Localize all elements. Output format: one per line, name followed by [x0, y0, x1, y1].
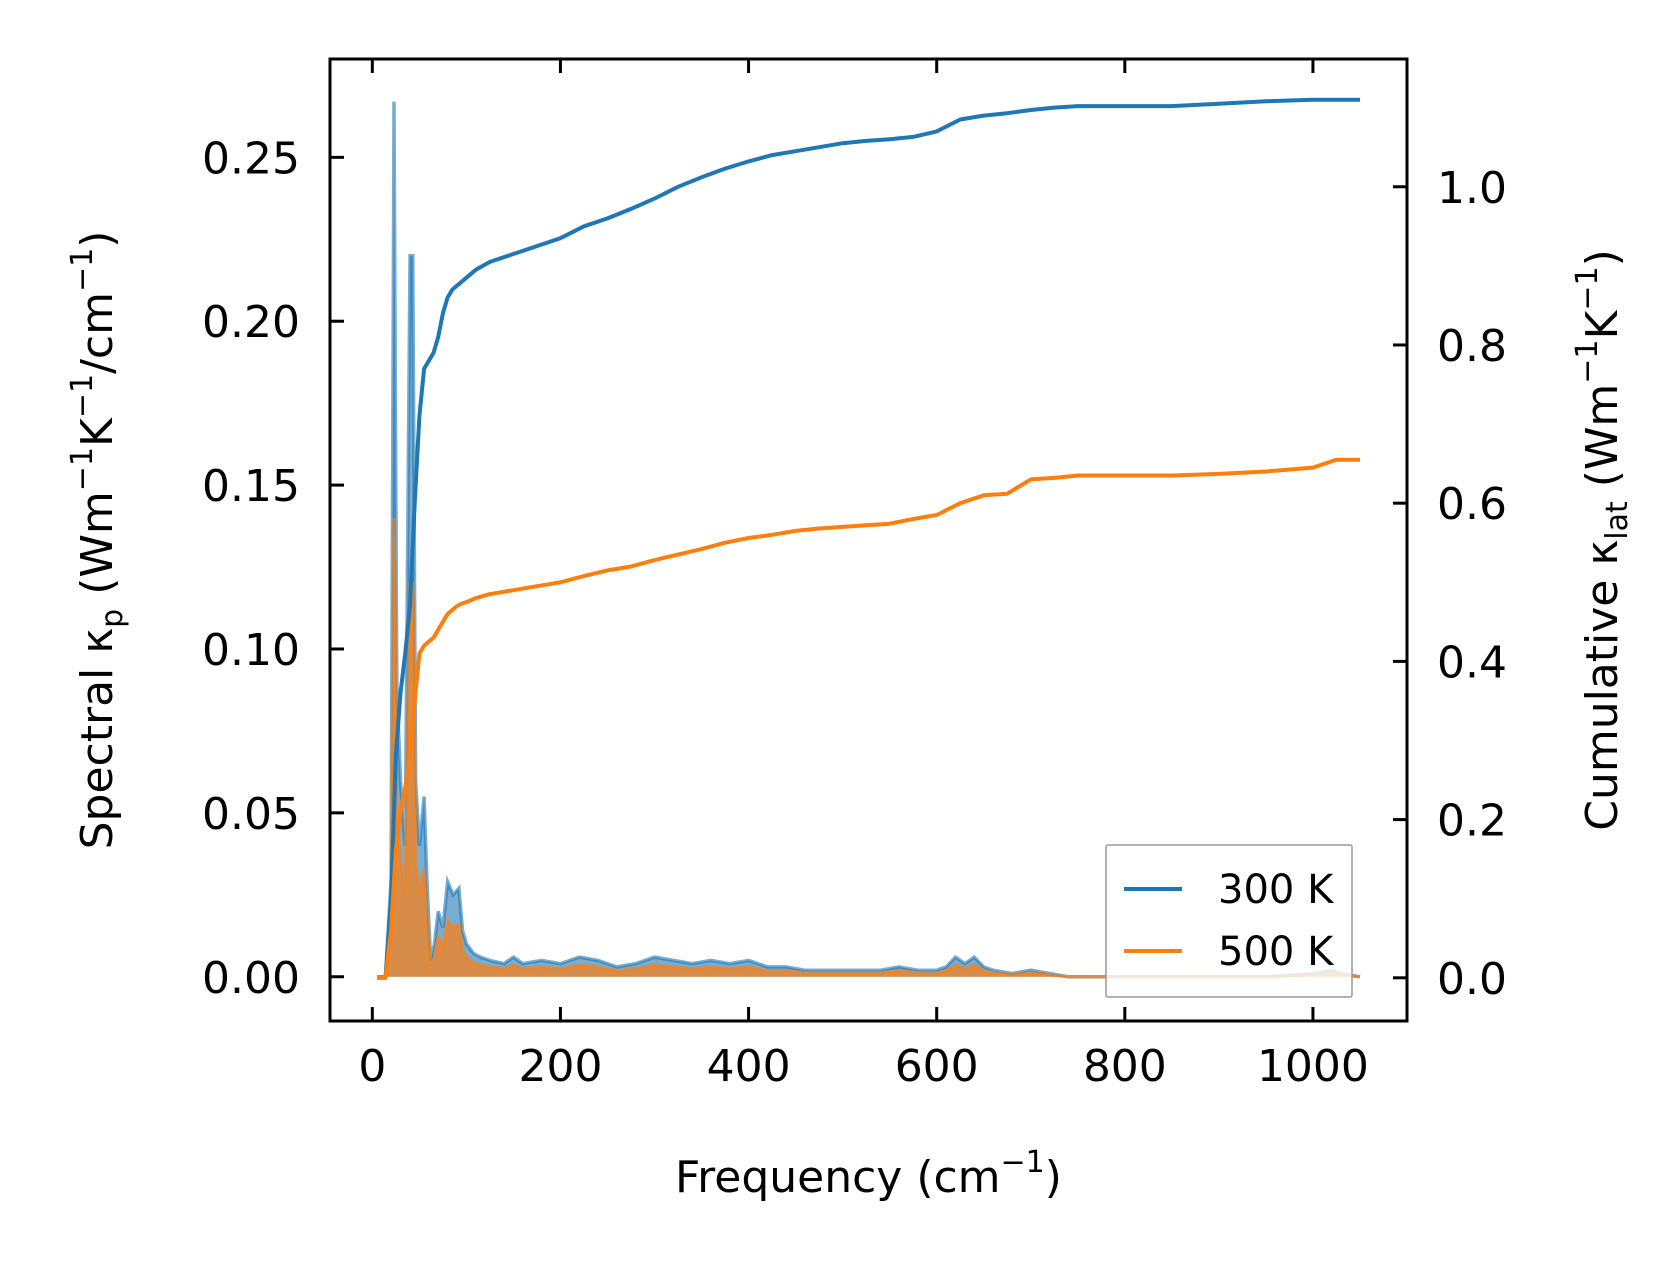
legend: 300 K 500 K	[1105, 844, 1353, 998]
y-left-tick-label: 0.15	[202, 461, 300, 512]
y-left-axis-title: Spectral κp (Wm−1K−1/cm−1)	[65, 231, 130, 850]
spectral-line-300k	[377, 101, 1361, 979]
x-tick-label: 800	[1083, 1041, 1167, 1092]
cumulative-line-300k	[377, 97, 1360, 980]
axis-labels: 0 200 400 600 800 1000 0.00 0.05 0.10 0.15 0.20 0.2…	[65, 133, 1635, 1203]
legend-label: 500 K	[1218, 929, 1335, 975]
y-right-tick-label: 1.0	[1437, 163, 1507, 214]
y-right-tick-label: 0.6	[1437, 479, 1507, 530]
y-left-tick-label: 0.25	[202, 133, 300, 184]
y-left-tick-label: 0.20	[202, 297, 300, 348]
x-tick-label: 0	[358, 1041, 386, 1092]
legend-box	[1105, 844, 1353, 998]
y-right-axis-title: Cumulative κlat (Wm−1K−1)	[1570, 249, 1635, 831]
y-right-tick-label: 0.8	[1437, 321, 1507, 372]
x-tick-label: 400	[707, 1041, 791, 1092]
x-tick-label: 200	[518, 1041, 602, 1092]
y-left-tick-label: 0.00	[202, 953, 300, 1004]
cumulative-line-500k	[377, 457, 1360, 980]
ticks	[330, 59, 1407, 1021]
y-right-tick-label: 0.4	[1437, 637, 1507, 688]
spectral-line-500k	[377, 517, 1361, 979]
legend-label: 300 K	[1218, 867, 1335, 913]
y-right-tick-label: 0.0	[1437, 954, 1507, 1005]
y-right-tick-label: 0.2	[1437, 796, 1507, 847]
y-left-tick-label: 0.05	[202, 789, 300, 840]
plot-area	[377, 97, 1361, 980]
x-tick-label: 600	[895, 1041, 979, 1092]
axes-frame	[328, 57, 1409, 1023]
x-axis-title: Frequency (cm−1)	[675, 1145, 1062, 1203]
x-tick-label: 1000	[1257, 1041, 1369, 1092]
y-left-tick-label: 0.10	[202, 625, 300, 676]
